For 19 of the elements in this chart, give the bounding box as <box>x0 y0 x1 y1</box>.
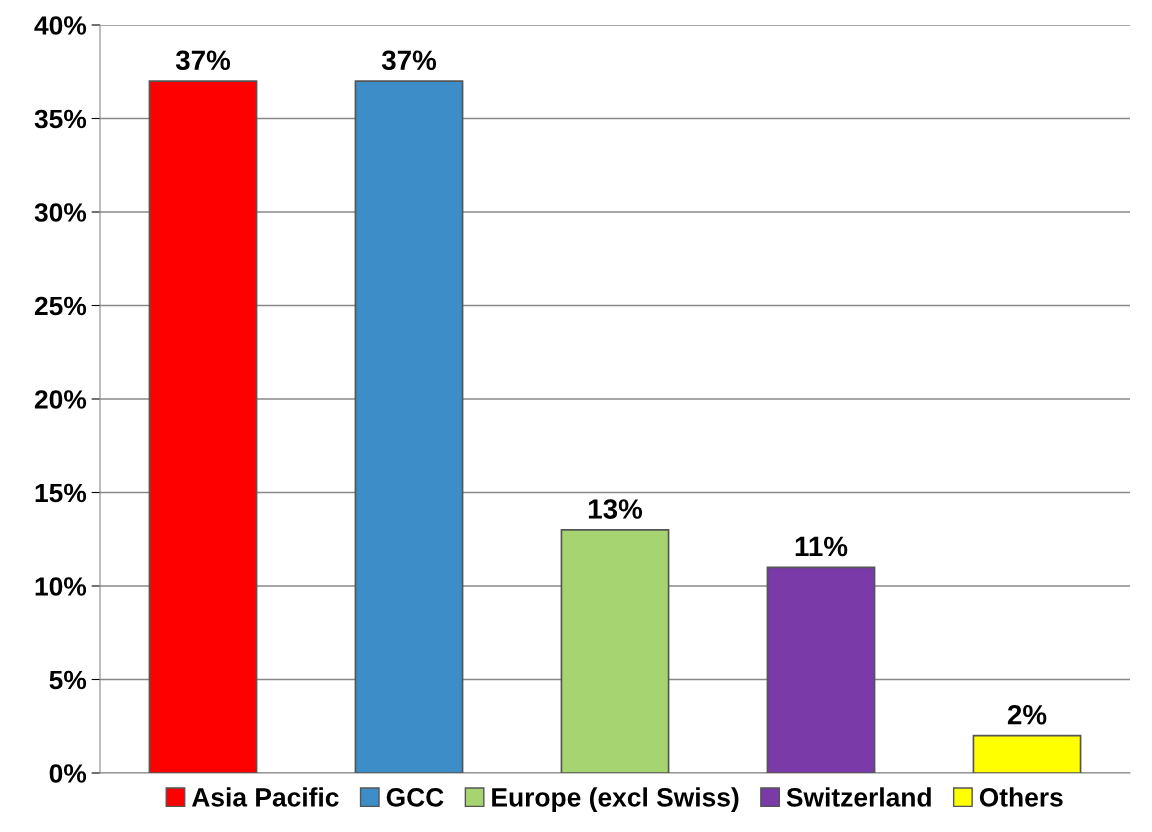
y-tick-label: 0% <box>49 764 87 783</box>
data-label: 37% <box>381 50 437 71</box>
y-tick-label: 30% <box>34 203 87 222</box>
legend-label: Europe (excl Swiss) <box>492 787 739 812</box>
data-label: 37% <box>175 50 231 71</box>
y-tick-label: 25% <box>34 296 87 316</box>
y-tick-label: 10% <box>35 577 87 596</box>
y-tick-label: 15% <box>35 483 87 503</box>
y-tick-label: 40% <box>34 16 87 35</box>
data-label: 2% <box>1007 704 1047 725</box>
y-tick-label: 20% <box>34 390 87 409</box>
legend-label: Switzerland <box>786 787 931 807</box>
y-tick-label: 5% <box>49 670 87 690</box>
legend-label: Asia Pacific <box>191 787 339 807</box>
y-tick-label: 35% <box>34 109 87 129</box>
data-label: 11% <box>795 536 848 557</box>
legend-label: GCC <box>386 787 444 807</box>
data-label: 13% <box>588 499 643 519</box>
legend-label: Others <box>979 787 1063 807</box>
